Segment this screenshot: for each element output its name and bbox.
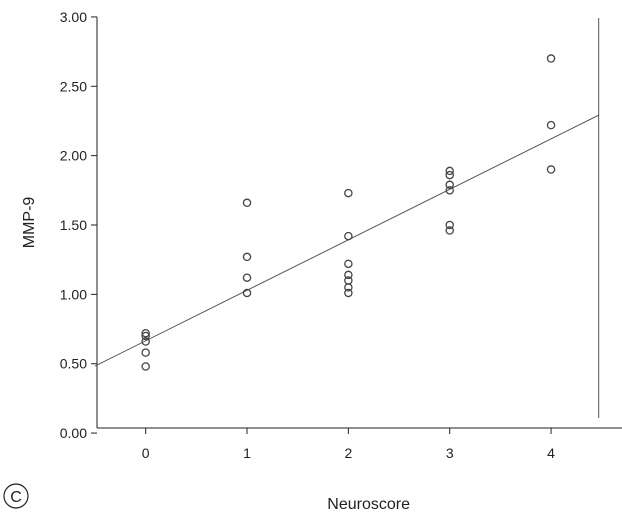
y-ticks: 0.00 0.50 1.00 1.50 2.00 2.50 3.00 bbox=[60, 9, 97, 441]
y-tick-label: 1.00 bbox=[60, 286, 87, 302]
data-point bbox=[242, 198, 252, 208]
x-tick-label: 4 bbox=[547, 445, 555, 461]
data-point bbox=[546, 54, 556, 63]
x-axis-label: Neuroscore bbox=[327, 496, 410, 513]
x-ticks: 0 1 2 3 4 bbox=[142, 428, 555, 461]
data-point bbox=[344, 259, 353, 269]
data-point bbox=[546, 165, 556, 174]
data-point bbox=[242, 252, 252, 262]
data-point bbox=[141, 337, 150, 346]
x-tick-label: 2 bbox=[344, 445, 352, 461]
data-point bbox=[344, 188, 353, 198]
data-points bbox=[141, 54, 556, 371]
data-point bbox=[445, 186, 454, 195]
data-point bbox=[242, 288, 252, 298]
y-tick-label: 2.50 bbox=[60, 78, 87, 94]
data-point bbox=[445, 220, 454, 230]
y-tick-label: 1.50 bbox=[60, 217, 87, 233]
y-axis-label: MMP-9 bbox=[21, 197, 38, 249]
panel-label-text: C bbox=[10, 489, 22, 506]
data-point bbox=[445, 180, 454, 190]
y-tick-label: 0.00 bbox=[60, 425, 87, 441]
data-point bbox=[141, 331, 150, 341]
y-tick-label: 2.00 bbox=[60, 148, 87, 164]
data-point bbox=[546, 120, 556, 130]
data-point bbox=[344, 231, 353, 241]
x-tick-label: 3 bbox=[446, 445, 454, 461]
data-point bbox=[141, 328, 150, 338]
data-point bbox=[344, 288, 353, 298]
x-tick-label: 0 bbox=[142, 445, 150, 461]
y-tick-label: 0.50 bbox=[60, 356, 87, 372]
y-tick-label: 3.00 bbox=[60, 9, 87, 25]
data-point bbox=[445, 166, 454, 176]
axes bbox=[96, 16, 622, 429]
data-point bbox=[445, 226, 454, 235]
data-point bbox=[242, 273, 252, 282]
x-tick-label: 1 bbox=[243, 445, 251, 461]
fit-line bbox=[94, 114, 599, 367]
panel-label-badge: C bbox=[3, 483, 29, 509]
data-point bbox=[445, 170, 454, 180]
data-point bbox=[141, 362, 150, 371]
data-point bbox=[141, 348, 150, 357]
data-point bbox=[344, 270, 353, 280]
data-point bbox=[344, 283, 353, 292]
panel-label-circle bbox=[3, 483, 29, 509]
